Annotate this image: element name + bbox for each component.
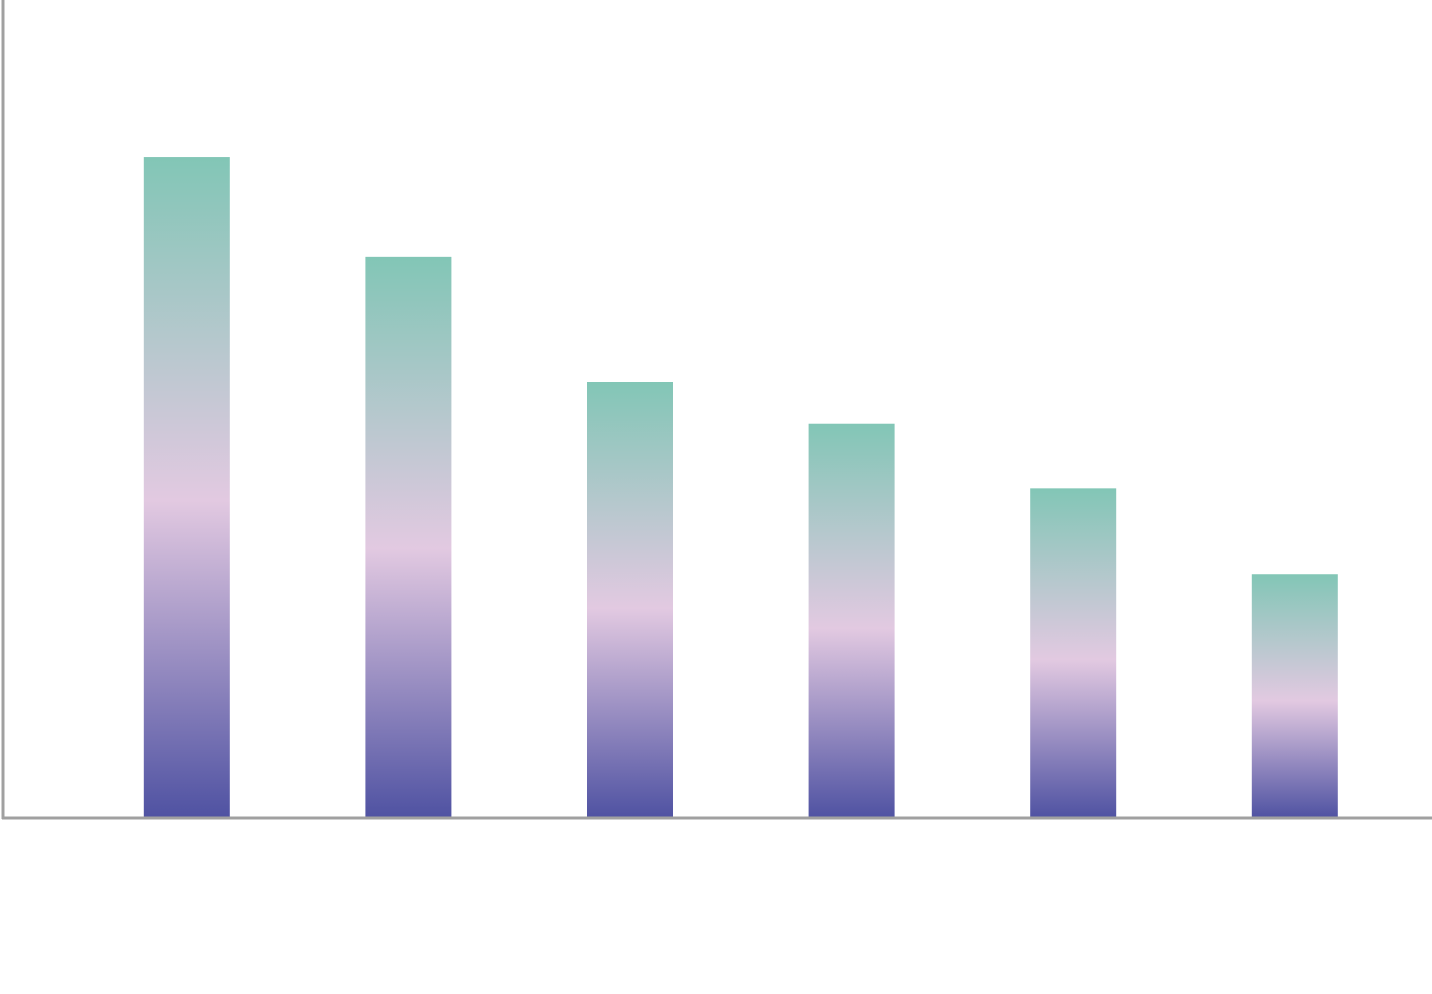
bar <box>1251 574 1338 818</box>
bar <box>587 382 673 818</box>
bar <box>808 423 895 818</box>
bar <box>365 256 452 818</box>
bar <box>1030 488 1117 818</box>
bar <box>143 157 230 818</box>
